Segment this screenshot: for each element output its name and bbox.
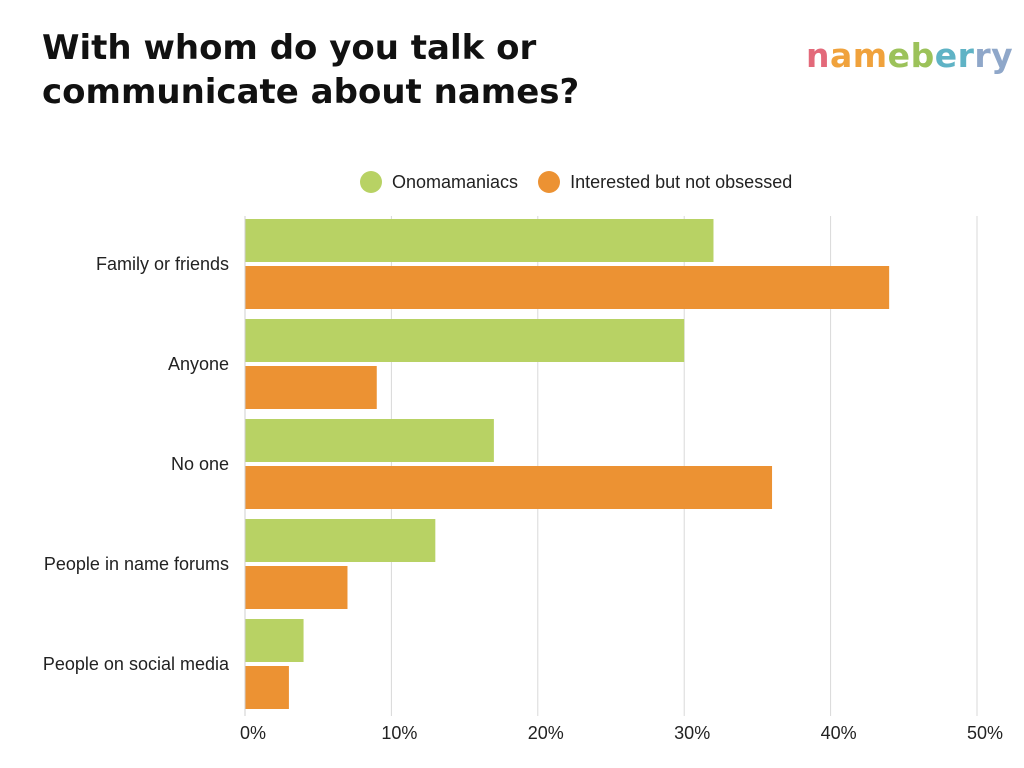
legend-item-onomamaniacs: Onomamaniacs [360, 171, 518, 193]
x-tick-label: 20% [528, 723, 564, 743]
bar-onomamaniacs [245, 319, 685, 362]
bar-interested [245, 666, 289, 709]
x-tick-label: 10% [381, 723, 417, 743]
legend-swatch-onomamaniacs [360, 171, 382, 193]
category-label: Anyone [168, 354, 229, 374]
legend-item-interested: Interested but not obsessed [538, 171, 792, 193]
logo-letter: e [887, 36, 911, 75]
category-label: People in name forums [44, 554, 229, 574]
bar-onomamaniacs [245, 219, 714, 262]
bar-onomamaniacs [245, 619, 304, 662]
chart-title: With whom do you talk or communicate abo… [42, 28, 580, 112]
logo-letter: r [974, 36, 992, 75]
logo-letter: m [852, 36, 888, 75]
category-label: People on social media [43, 654, 230, 674]
x-tick-label: 50% [967, 723, 1003, 743]
logo-letter: a [830, 36, 853, 75]
bar-interested [245, 566, 348, 609]
category-label: Family or friends [96, 254, 229, 274]
logo-letter: n [806, 36, 830, 75]
bar-interested [245, 466, 773, 509]
chart-legend: Onomamaniacs Interested but not obsessed [360, 170, 792, 194]
category-label: No one [171, 454, 229, 474]
x-tick-label: 0% [240, 723, 266, 743]
logo-letter: r [957, 36, 975, 75]
legend-label-interested: Interested but not obsessed [570, 171, 793, 192]
legend-label-onomamaniacs: Onomamaniacs [392, 171, 519, 192]
logo-letter: e [934, 36, 958, 75]
logo-letter: b [910, 36, 935, 75]
x-tick-label: 40% [821, 723, 857, 743]
legend-swatch-interested [538, 171, 561, 193]
bar-onomamaniacs [245, 419, 494, 462]
nameberry-logo: nameberry [806, 36, 1013, 75]
logo-letter: y [991, 36, 1014, 75]
bar-onomamaniacs [245, 519, 436, 562]
bar-interested [245, 266, 890, 309]
x-tick-label: 30% [674, 723, 710, 743]
bar-interested [245, 366, 377, 409]
